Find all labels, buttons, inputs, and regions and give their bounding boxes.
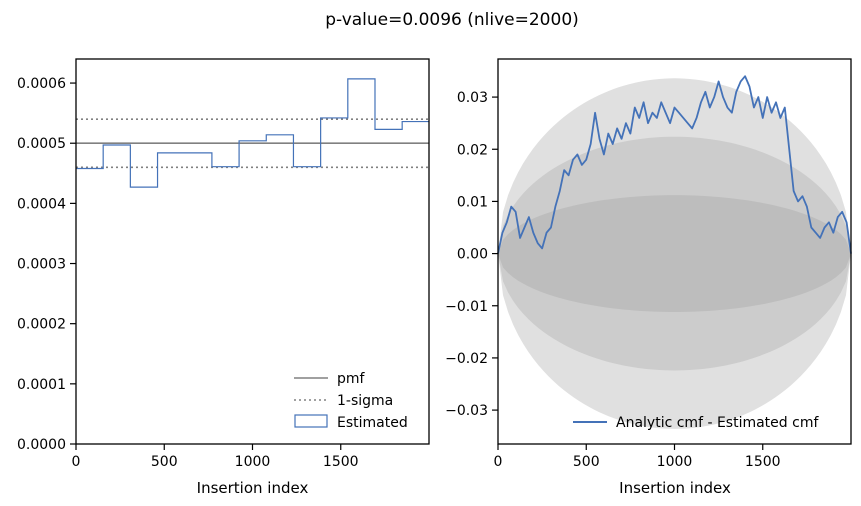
left-chart: 0 500 1000 1500 0.0000 0.0001 0.0002 0.0003 0.00… [17,58,430,497]
y-tick-label: 0.01 [457,194,488,210]
legend-swatch-estimated [294,414,328,428]
y-tick-label: 0.0003 [17,257,66,273]
y-tick-label: 0.0004 [17,196,66,212]
figure-title: p-value=0.0096 (nlive=2000) [325,10,579,30]
y-tick-label: 0.0006 [17,76,66,92]
y-tick-label: −0.03 [445,403,488,419]
y-tick-label: −0.01 [445,299,488,315]
right-chart: 0 500 1000 1500 −0.03 −0.02 −0.01 0.00 0.01 0.02 0… [445,58,852,497]
legend-label-1-sigma: 1-sigma [337,393,393,409]
left-plot-area: 0 500 1000 1500 0.0000 0.0001 0.0002 0.0003 0.00… [17,58,430,470]
y-tick-label: 0.0005 [17,136,66,152]
y-tick-label: 0.0001 [17,377,66,393]
estimated-histogram [76,78,429,188]
y-tick-label: 0.00 [457,247,488,263]
right-plot-area: 0 500 1000 1500 −0.03 −0.02 −0.01 0.00 0.01 0.02 0… [445,58,852,470]
sigma-band-1 [498,195,851,313]
x-tick-label: 0 [72,454,81,470]
left-axes-frame [75,58,430,445]
x-tick-label: 1500 [745,454,781,470]
right-legend: Analytic cmf - Estimated cmf [573,415,819,431]
x-tick-label: 1500 [323,454,359,470]
legend-label-pmf: pmf [337,371,366,387]
x-tick-label: 0 [494,454,503,470]
legend-label-cmf-diff: Analytic cmf - Estimated cmf [616,415,819,431]
x-tick-label: 1000 [657,454,693,470]
y-tick-label: 0.03 [457,90,488,106]
left-xlabel: Insertion index [197,479,309,497]
y-tick-label: 0.0000 [17,437,66,453]
y-tick-label: 0.02 [457,142,488,158]
x-tick-label: 500 [151,454,178,470]
x-tick-label: 500 [573,454,600,470]
cmf-difference-line [497,75,852,254]
right-xlabel: Insertion index [619,479,731,497]
y-tick-label: −0.02 [445,351,488,367]
legend-label-estimated: Estimated [337,415,408,431]
x-tick-label: 1000 [235,454,271,470]
left-legend: pmf 1-sigma Estimated [294,371,408,431]
y-tick-label: 0.0002 [17,317,66,333]
